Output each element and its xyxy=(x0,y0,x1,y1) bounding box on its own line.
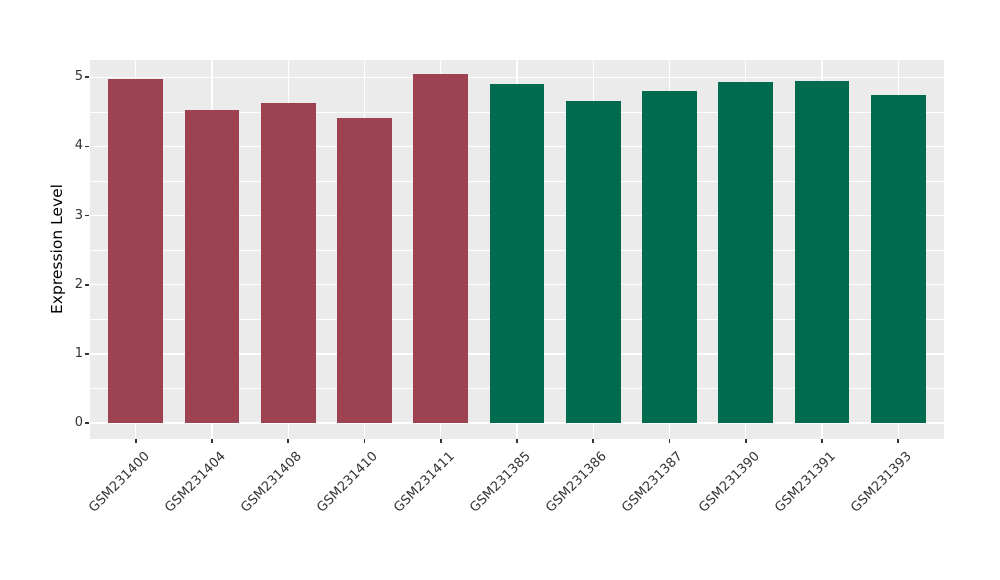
x-tick-mark xyxy=(821,439,823,443)
y-tick-mark xyxy=(85,214,89,217)
bar-GSM231386 xyxy=(565,100,621,424)
y-tick-mark xyxy=(85,145,89,148)
x-tick-label: GSM231386 xyxy=(543,449,610,516)
x-tick-label: GSM231400 xyxy=(85,449,153,516)
x-tick-mark xyxy=(211,439,213,443)
y-tick-label: 2 xyxy=(74,276,83,292)
bar-GSM231390 xyxy=(718,82,774,424)
x-tick-mark xyxy=(592,439,595,443)
x-tick-label: GSM231404 xyxy=(162,449,229,516)
x-tick-label: GSM231387 xyxy=(619,449,687,516)
bar-GSM231391 xyxy=(794,81,850,424)
x-tick-mark xyxy=(516,439,518,443)
y-tick-mark xyxy=(85,422,89,424)
plot-panel xyxy=(90,60,944,439)
x-tick-label: GSM231410 xyxy=(314,449,382,516)
x-tick-mark xyxy=(744,439,747,443)
bar-GSM231408 xyxy=(260,102,316,424)
x-tick-mark xyxy=(363,439,366,443)
x-tick-mark xyxy=(439,439,442,443)
y-tick-label: 3 xyxy=(74,207,83,223)
bar-GSM231404 xyxy=(184,110,240,424)
bar-GSM231387 xyxy=(642,91,697,424)
x-tick-label: GSM231411 xyxy=(390,449,458,516)
y-tick-label: 1 xyxy=(74,345,83,361)
x-tick-label: GSM231393 xyxy=(848,449,915,516)
y-tick-label: 4 xyxy=(74,138,83,154)
y-axis-title: Expression Level xyxy=(48,184,66,314)
bar-GSM231400 xyxy=(108,79,164,424)
x-tick-mark xyxy=(897,439,900,443)
x-tick-mark xyxy=(287,439,290,443)
x-tick-label: GSM231390 xyxy=(695,449,763,516)
x-tick-label: GSM231385 xyxy=(467,449,534,516)
y-tick-mark xyxy=(85,353,89,355)
bar-GSM231385 xyxy=(489,83,545,424)
bar-GSM231411 xyxy=(413,73,469,424)
x-tick-mark xyxy=(134,439,137,443)
bar-GSM231393 xyxy=(870,94,926,424)
y-tick-label: 5 xyxy=(74,69,83,85)
x-tick-mark xyxy=(668,439,671,443)
x-tick-label: GSM231391 xyxy=(772,449,839,516)
y-tick-label: 0 xyxy=(74,415,83,431)
x-tick-label: GSM231408 xyxy=(238,449,305,516)
bar-GSM231410 xyxy=(337,118,392,424)
y-tick-mark xyxy=(85,283,89,286)
y-tick-mark xyxy=(85,76,89,79)
